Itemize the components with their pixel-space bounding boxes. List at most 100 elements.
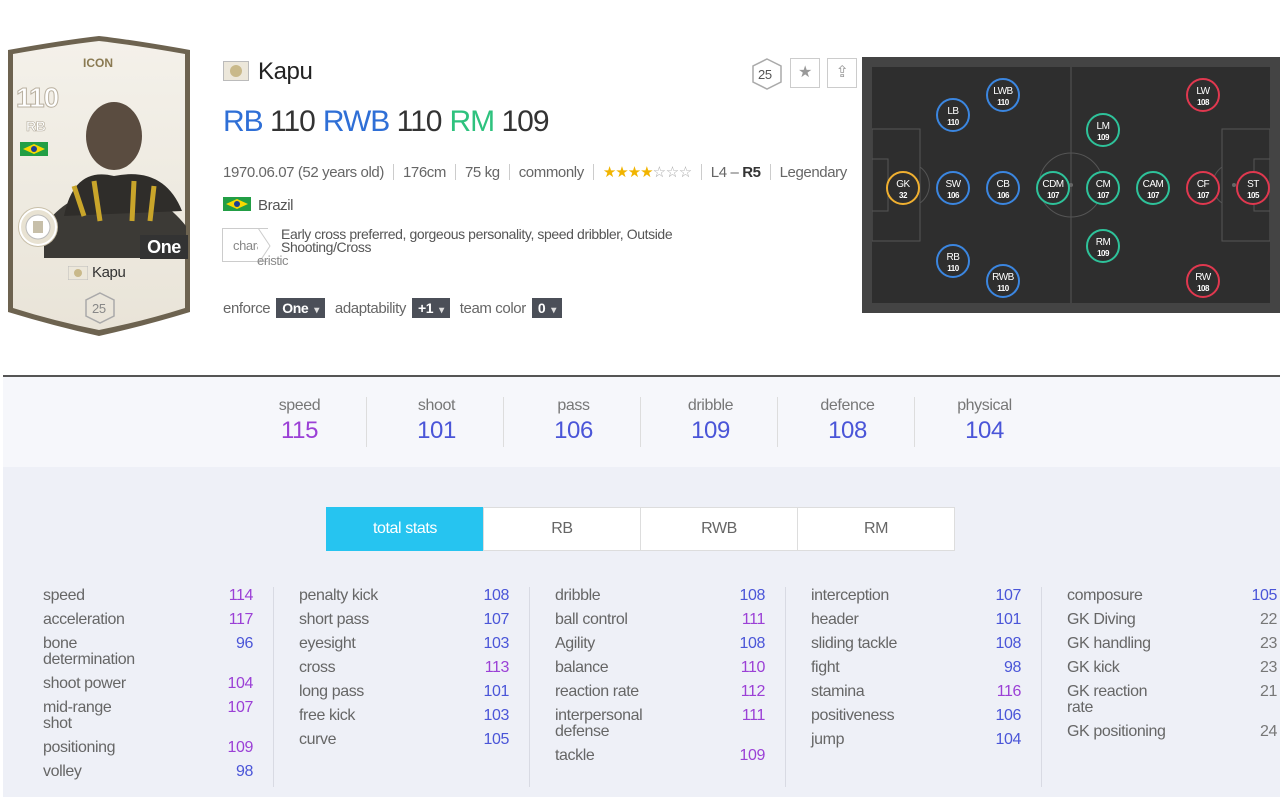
column-divider: [529, 587, 530, 787]
stat-row: bone determination 96: [43, 635, 253, 668]
position-value: 110: [270, 105, 316, 138]
pitch-position-cam[interactable]: CAM 107: [1136, 171, 1170, 205]
card-frame: [8, 36, 190, 336]
favorite-button[interactable]: ★: [790, 58, 820, 88]
league: L4 – R5: [710, 163, 761, 181]
stat-row: positioning 109: [43, 739, 253, 756]
stat-column: dribble 108 ball control 111 Agility 108 balan…: [555, 588, 765, 772]
height: 176cm: [402, 163, 446, 181]
star-icon: ★: [798, 64, 812, 81]
stat-row: mid-range shot 107: [43, 699, 253, 732]
pitch-position-st[interactable]: ST 105: [1236, 171, 1270, 205]
grade-badge: 25: [751, 58, 783, 90]
summary-divider: [503, 397, 504, 447]
chevron-down-icon: ▾: [314, 305, 319, 316]
section-divider: [3, 375, 1280, 377]
summary-physical: physical 104: [957, 397, 1012, 444]
stat-row: GK handling 23: [1067, 635, 1277, 652]
card-overall: 110: [15, 82, 59, 114]
pitch-position-rb[interactable]: RB 110: [936, 244, 970, 278]
stat-row: short pass 107: [299, 611, 509, 628]
summary-divider: [366, 397, 367, 447]
position-label: RB: [223, 105, 264, 138]
summary-shoot: shoot 101: [417, 397, 456, 444]
team-color-dropdown[interactable]: 0 ▾: [531, 298, 562, 318]
pitch-position-cb[interactable]: CB 106: [986, 171, 1020, 205]
pitch-position-gk[interactable]: GK 32: [886, 171, 920, 205]
stat-row: interpersonal defense 111: [555, 707, 765, 740]
tier: Legendary: [779, 163, 848, 181]
tab-rwb[interactable]: RWB: [640, 507, 798, 551]
stat-row: tackle 109: [555, 747, 765, 764]
enforce-dropdown[interactable]: One ▾: [276, 298, 325, 318]
stat-row: reaction rate 112: [555, 683, 765, 700]
pitch-position-rwb[interactable]: RWB 110: [986, 264, 1020, 298]
tab-rb[interactable]: RB: [483, 507, 641, 551]
stat-row: fight 98: [811, 659, 1021, 676]
column-divider: [1041, 587, 1042, 787]
card-label: ICON: [83, 56, 113, 70]
position-value: 109: [501, 105, 549, 138]
foot: commonly: [518, 163, 585, 181]
pitch-position-rm[interactable]: RM 109: [1086, 229, 1120, 263]
weight: 75 kg: [464, 163, 500, 181]
stat-row: interception 107: [811, 587, 1021, 604]
stat-row: penalty kick 108: [299, 587, 509, 604]
tab-total-stats[interactable]: total stats: [326, 507, 484, 551]
card-grade-badge: 25: [84, 292, 116, 324]
stat-row: positiveness 106: [811, 707, 1021, 724]
stat-row: cross 113: [299, 659, 509, 676]
summary-divider: [777, 397, 778, 447]
pitch-position-cm[interactable]: CM 107: [1086, 171, 1120, 205]
pitch-position-cf[interactable]: CF 107: [1186, 171, 1220, 205]
stat-row: speed 114: [43, 587, 253, 604]
stat-column: penalty kick 108 short pass 107 eyesight 103 c…: [299, 588, 509, 756]
pitch-position-lwb[interactable]: LWB 110: [986, 78, 1020, 112]
share-button[interactable]: ⇪: [827, 58, 857, 88]
position-pitch: GK 32 SW 106 LB 110 RB 110 LWB 110 CB 106 RWB 110 CDM 1…: [862, 57, 1280, 313]
traits-list: Early cross preferred, gorgeous personal…: [281, 226, 673, 255]
pitch-position-sw[interactable]: SW 106: [936, 171, 970, 205]
column-divider: [273, 587, 274, 787]
stat-row: GK kick 23: [1067, 659, 1277, 676]
stat-row: sliding tackle 108: [811, 635, 1021, 652]
stat-row: volley 98: [43, 763, 253, 780]
controls: enforce One ▾ adaptability +1 ▾ team color…: [223, 298, 572, 318]
position-label: RWB: [322, 105, 390, 138]
stat-row: header 101: [811, 611, 1021, 628]
summary-speed: speed 115: [278, 397, 321, 444]
adaptability-dropdown[interactable]: +1 ▾: [411, 298, 450, 318]
trait-label-continuation: eristic: [257, 253, 289, 268]
summary-dribble: dribble 109: [687, 397, 734, 444]
stat-column: speed 114 acceleration 117 bone determinatio…: [43, 588, 253, 788]
summary-divider: [640, 397, 641, 447]
summary-defence: defence 108: [820, 397, 875, 444]
stat-row: long pass 101: [299, 683, 509, 700]
position-value: 110: [396, 105, 443, 138]
stat-column: composure 105 GK Diving 22 GK handling 23 GK k…: [1067, 588, 1277, 764]
card-enhance: One: [140, 235, 188, 259]
chevron-down-icon: ▾: [551, 305, 556, 316]
pitch-position-lm[interactable]: LM 109: [1086, 113, 1120, 147]
position-label: RM: [449, 105, 495, 138]
pitch-position-lw[interactable]: LW 108: [1186, 78, 1220, 112]
enforce-label: enforce: [223, 299, 271, 317]
card-name: Kapu: [92, 264, 126, 281]
pitch-position-lb[interactable]: LB 110: [936, 98, 970, 132]
stat-row: GK Diving 22: [1067, 611, 1277, 628]
icon-season-badge-icon: [19, 208, 57, 246]
pitch-position-rw[interactable]: RW 108: [1186, 264, 1220, 298]
pitch-position-cdm[interactable]: CDM 107: [1036, 171, 1070, 205]
adaptability-label: adaptability: [334, 299, 406, 317]
summary-divider: [914, 397, 915, 447]
upload-icon: ⇪: [835, 64, 849, 81]
stat-row: eyesight 103: [299, 635, 509, 652]
skill-stars-empty: ☆☆☆: [652, 164, 693, 181]
skill-stars: ★★★★: [602, 164, 654, 181]
nation: Brazil: [258, 197, 294, 214]
tab-rm[interactable]: RM: [797, 507, 955, 551]
player-card: ICON 110 RB One Kapu 25: [4, 36, 194, 336]
stat-row: dribble 108: [555, 587, 765, 604]
trait-label: chara: [222, 228, 268, 262]
stat-row: Agility 108: [555, 635, 765, 652]
